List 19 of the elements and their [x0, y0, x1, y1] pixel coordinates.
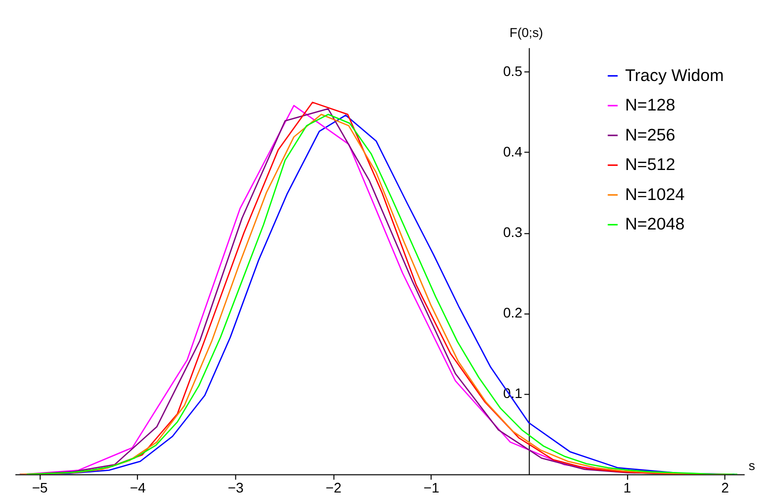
y-tick-label: 0.5	[503, 63, 523, 80]
x-tick-label: −3	[228, 480, 244, 496]
legend-label: Tracy Widom	[625, 66, 724, 85]
x-axis-title: s	[748, 458, 756, 473]
x-tick-label: −1	[424, 480, 440, 496]
y-tick-label: 0.3	[503, 224, 523, 240]
legend-label: N=1024	[625, 184, 685, 204]
x-tick-label: −2	[326, 480, 342, 496]
legend-label: N=512	[625, 155, 676, 174]
x-tick-label: 1	[623, 480, 632, 496]
x-tick-label: −5	[32, 480, 48, 496]
x-tick-label: −4	[130, 480, 146, 496]
y-axis-title: F(0;s)	[509, 25, 544, 40]
legend-label: N=256	[625, 125, 676, 144]
y-tick-label: 0.4	[503, 144, 523, 160]
legend-label: N=128	[625, 96, 676, 115]
legend-label: N=2048	[625, 214, 685, 234]
x-tick-label: 2	[721, 480, 730, 496]
y-tick-label: 0.2	[503, 304, 523, 321]
